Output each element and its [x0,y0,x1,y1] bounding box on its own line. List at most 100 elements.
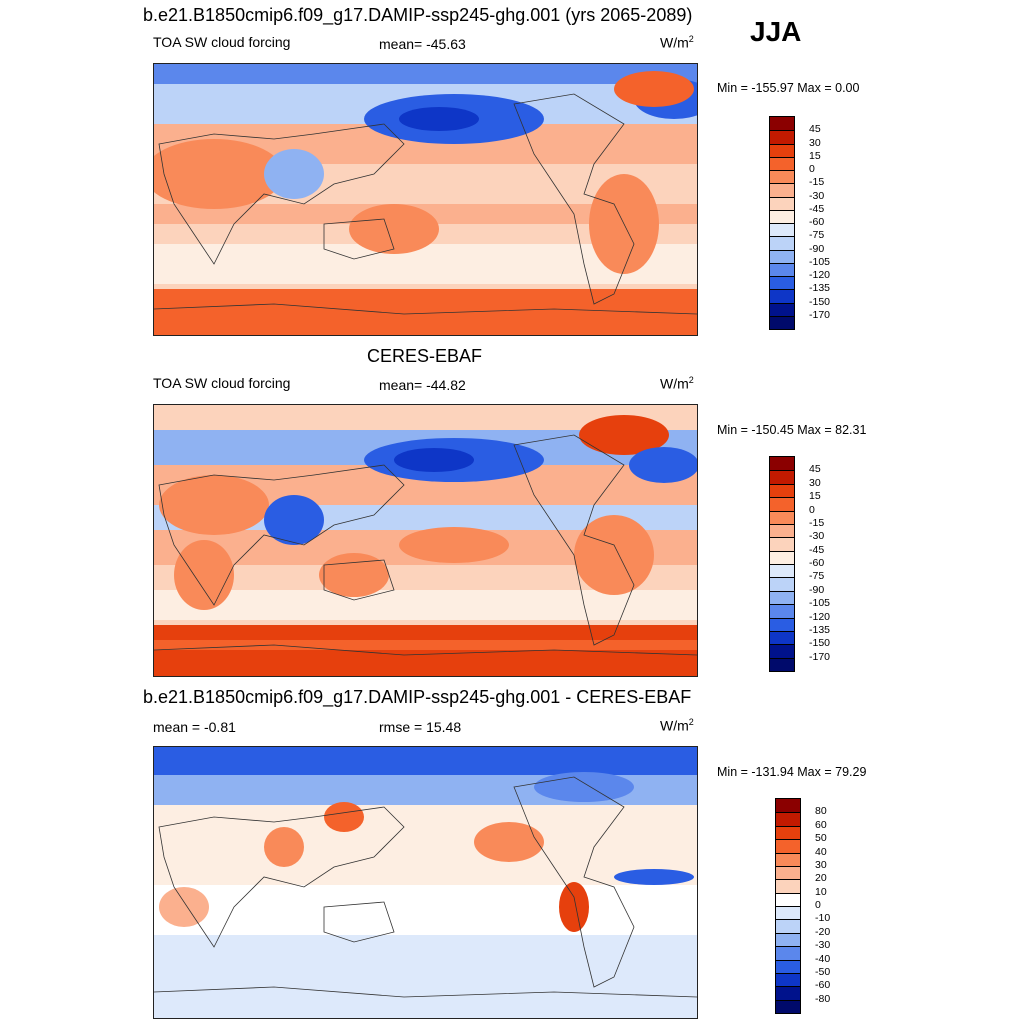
colorbar-label: -40 [815,952,831,965]
colorbar-label: 0 [809,163,815,175]
colorbar-swatch [776,972,800,987]
panel3-map-field [154,747,697,1018]
colorbar-swatch [776,825,800,840]
colorbar-label: -105 [809,255,831,268]
colorbar-swatch [776,839,800,853]
colorbar-swatch [770,183,794,197]
colorbar-swatch [770,470,794,484]
colorbar-swatch [770,577,794,591]
colorbar-label: -60 [809,557,825,569]
season-label: JJA [750,16,802,47]
colorbar-label: -75 [809,229,825,242]
colorbar-swatch [776,852,800,866]
colorbar-label: 80 [815,805,827,818]
colorbar-label: -45 [809,543,825,556]
colorbar-label: 40 [815,845,827,858]
colorbar-swatch [776,812,800,826]
colorbar-label: -20 [815,925,831,938]
colorbar-swatch [776,946,800,960]
panel3-units: W/m2 [660,717,694,734]
colorbar-swatch [770,510,794,524]
colorbar-swatch [770,657,794,671]
panel2-variable-label: TOA SW cloud forcing [153,375,291,391]
panel2-mean-label: mean= -44.82 [379,377,466,393]
colorbar-swatch [770,483,794,498]
panel3-minmax: Min = -131.94 Max = 79.29 [717,765,867,779]
panel1-map-field [154,64,697,335]
colorbar-swatch [776,906,800,920]
colorbar-label: -10 [815,912,831,925]
colorbar-label: -120 [809,610,831,623]
colorbar-label: 45 [809,123,821,136]
colorbar-label: 50 [815,832,827,845]
panel1-mean-label: mean= -45.63 [379,36,466,52]
colorbar-label: 10 [815,885,827,898]
colorbar-swatch [770,156,794,170]
panel2-units: W/m2 [660,375,694,392]
colorbar-label: -15 [809,516,825,529]
colorbar-label: -150 [809,295,831,308]
colorbar-swatch [770,262,794,276]
colorbar-label: 45 [809,463,821,476]
colorbar-swatch [770,537,794,551]
panel2-minmax: Min = -150.45 Max = 82.31 [717,423,867,437]
colorbar-swatch [770,302,794,316]
panel1-variable-label: TOA SW cloud forcing [153,34,291,50]
colorbar-swatch [770,564,794,578]
colorbar-swatch [776,919,800,933]
colorbar-label: -90 [809,583,825,596]
colorbar-swatch [776,799,800,813]
colorbar-label: -80 [815,992,831,1005]
panel3-mean-label: mean = -0.81 [153,719,236,735]
colorbar-label: 0 [815,899,821,911]
colorbar-swatch [776,879,800,893]
colorbar-swatch [770,223,794,237]
colorbar-swatch [770,590,794,605]
panel1-colorbar [769,116,795,330]
colorbar-label: -90 [809,242,825,255]
colorbar-label: -30 [809,530,825,543]
colorbar-swatch [770,604,794,618]
colorbar-label: -150 [809,637,831,650]
colorbar-swatch [770,315,794,329]
panel1-title: b.e21.B1850cmip6.f09_g17.DAMIP-ssp245-gh… [143,5,693,25]
colorbar-swatch [770,170,794,184]
colorbar-label: 30 [809,136,821,149]
panel1-minmax: Min = -155.97 Max = 0.00 [717,81,860,95]
colorbar-label: 30 [809,476,821,489]
colorbar-label: -105 [809,597,831,610]
colorbar-swatch [776,959,800,973]
colorbar-label: -170 [809,650,831,663]
colorbar-label: -50 [815,965,831,978]
colorbar-label: 60 [815,818,827,831]
panel2-colorbar [769,456,795,672]
colorbar-swatch [770,497,794,511]
colorbar-label: -170 [809,308,831,321]
colorbar-label: -60 [815,979,831,992]
colorbar-swatch [770,249,794,263]
colorbar-label: -75 [809,570,825,583]
colorbar-swatch [770,117,794,131]
colorbar-label: 0 [809,503,815,516]
colorbar-swatch [770,209,794,223]
colorbar-swatch [770,550,794,564]
panel3-title: b.e21.B1850cmip6.f09_g17.DAMIP-ssp245-gh… [143,687,692,707]
colorbar-swatch [770,130,794,144]
panel3-rmse-label: rmse = 15.48 [379,719,462,735]
colorbar-label: -30 [809,189,825,202]
colorbar-label: -30 [815,939,831,952]
colorbar-swatch [770,276,794,290]
panel1-map [153,63,698,336]
colorbar-swatch [770,630,794,645]
colorbar-label: 15 [809,490,821,503]
colorbar-swatch [776,999,800,1013]
colorbar-swatch [770,617,794,631]
colorbar-swatch [770,289,794,303]
colorbar-label: -120 [809,269,831,281]
colorbar-swatch [770,196,794,210]
panel3-colorbar [775,798,801,1014]
panel2-map [153,404,698,677]
colorbar-swatch [770,523,794,538]
colorbar-label: 30 [815,858,827,871]
colorbar-swatch [776,865,800,880]
